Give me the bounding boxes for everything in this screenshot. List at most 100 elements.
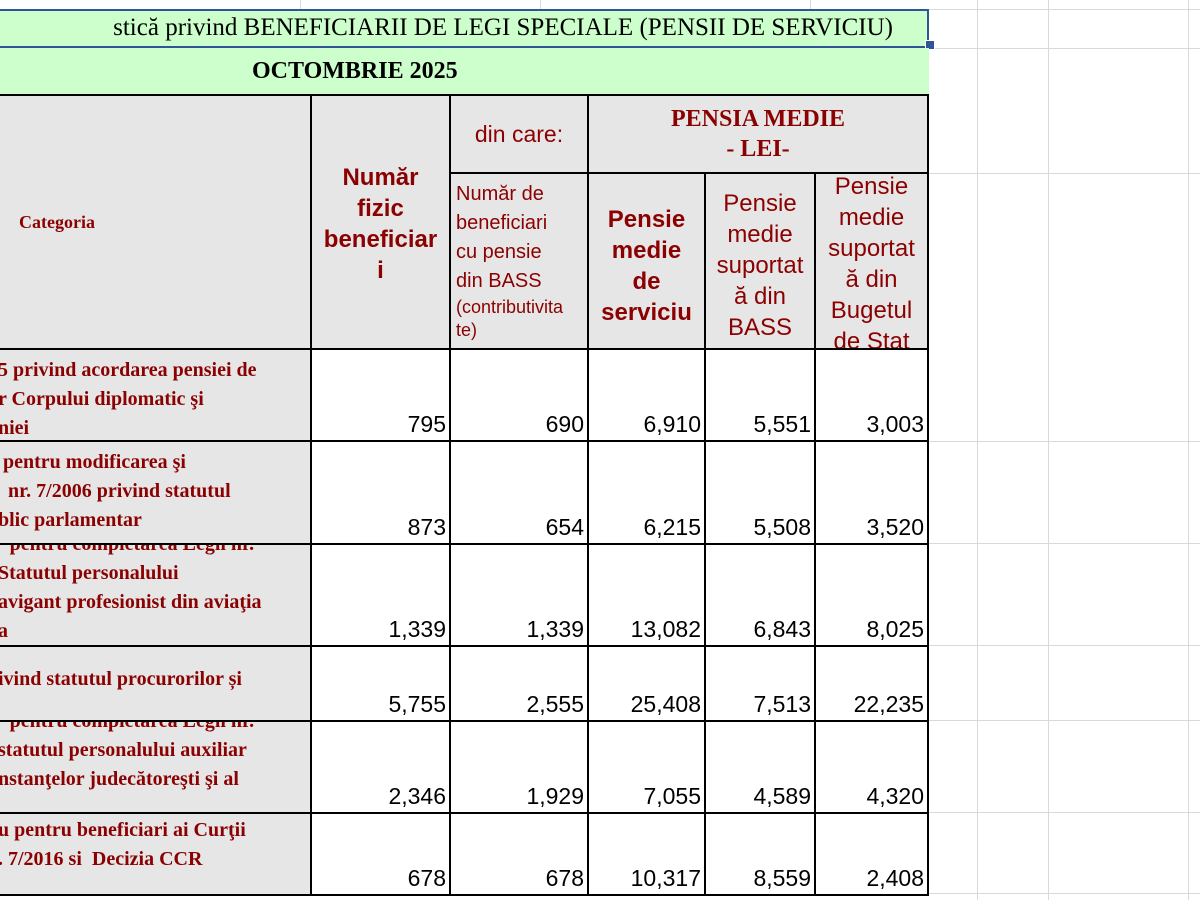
header-avg-state[interactable]: Pensie medie suportat ă din Bugetul de S… [814,172,929,350]
bass-cell[interactable]: 654 [449,440,589,545]
avg-bass-cell[interactable]: 5,508 [704,440,816,545]
category-text: statutul personalului auxiliar nstanţelo… [0,739,247,790]
beneficiaries-cell[interactable]: 873 [310,440,451,545]
bass-value: 654 [545,514,584,540]
gridline [810,0,811,9]
category-cell[interactable]: ivind statutul procurorilor și [0,645,312,722]
gridline [928,173,1200,174]
avg-bass-cell[interactable]: 5,551 [704,348,816,442]
gridline [928,645,1200,646]
header-bass-note: (contributivita te) [456,297,564,340]
avg-bass-value: 4,589 [753,783,811,809]
gridline [928,720,1200,721]
header-beneficiaries-label: Număr fizic beneficiar i [323,164,438,284]
beneficiaries-cell[interactable]: 2,346 [310,720,451,814]
avg-bass-cell[interactable]: 7,513 [704,645,816,722]
header-avg-bass-label: Pensie medie suportat ă din BASS [716,189,804,341]
avg-bass-value: 6,843 [753,616,811,642]
bass-cell[interactable]: 1,339 [449,543,589,647]
avg-service-value: 6,910 [643,411,701,437]
avg-state-cell[interactable]: 8,025 [814,543,929,647]
category-cell[interactable]: pentru modificarea şi nr. 7/2006 privind… [0,440,312,545]
avg-service-cell[interactable]: 25,408 [587,645,706,722]
avg-state-value: 22,235 [853,691,924,717]
beneficiaries-value: 1,339 [388,616,446,642]
header-category[interactable]: Categoria [0,94,312,350]
gridline [540,0,541,9]
period-cell[interactable]: OCTOMBRIE 2025 [0,48,929,95]
avg-state-cell[interactable]: 3,003 [814,348,929,442]
avg-service-cell[interactable]: 13,082 [587,543,706,647]
category-cell[interactable]: u pentru beneficiari ai Curţii . 7/2016 … [0,812,312,896]
gridline [928,48,1200,49]
category-text-clipped: · pentru completarea Legii nr. [0,720,255,732]
sheet-title: stică privind BENEFICIARII DE LEGI SPECI… [113,14,893,41]
header-of-which-label: din care: [474,120,564,147]
gridline [928,812,1200,813]
gridline [1188,0,1189,900]
avg-state-cell[interactable]: 3,520 [814,440,929,545]
header-of-which[interactable]: din care: [449,94,589,174]
category-text: 5 privind acordarea pensiei de r Corpulu… [0,359,257,439]
category-cell[interactable]: · pentru completarea Legii nr. statutul p… [0,720,312,814]
avg-service-value: 6,215 [643,514,701,540]
avg-state-value: 3,520 [866,514,924,540]
category-text-clipped: · pentru completarea Legii nr. [0,543,255,555]
bass-cell[interactable]: 678 [449,812,589,896]
avg-bass-value: 7,513 [753,691,811,717]
avg-service-cell[interactable]: 7,055 [587,720,706,814]
beneficiaries-value: 795 [407,411,446,437]
category-cell[interactable]: 5 privind acordarea pensiei de r Corpulu… [0,348,312,442]
avg-bass-cell[interactable]: 6,843 [704,543,816,647]
bass-value: 678 [545,865,584,891]
gridline [928,543,1200,544]
avg-bass-cell[interactable]: 8,559 [704,812,816,896]
header-avg-bass[interactable]: Pensie medie suportat ă din BASS [704,172,816,350]
avg-state-value: 4,320 [866,783,924,809]
selected-title-cell[interactable]: stică privind BENEFICIARII DE LEGI SPECI… [0,9,929,48]
header-avg-state-label: Pensie medie suportat ă din Bugetul de S… [828,173,915,350]
bass-cell[interactable]: 1,929 [449,720,589,814]
category-text: u pentru beneficiari ai Curţii . 7/2016 … [0,819,246,870]
period-label: OCTOMBRIE 2025 [252,58,458,84]
avg-state-value: 3,003 [866,411,924,437]
avg-state-cell[interactable]: 2,408 [814,812,929,896]
category-text: Statutul personalului avigant profesioni… [0,562,262,642]
beneficiaries-cell[interactable]: 1,339 [310,543,451,647]
category-text: ivind statutul procurorilor și [0,668,242,690]
header-bass-beneficiaries-label: Număr de beneficiari cu pensie din BASS [456,183,548,292]
bass-value: 2,555 [526,691,584,717]
gridline [928,441,1200,442]
gridline [977,0,978,900]
avg-state-cell[interactable]: 4,320 [814,720,929,814]
header-avg-service[interactable]: Pensie medie de serviciu [587,172,706,350]
header-avg-pension-group[interactable]: PENSIA MEDIE - LEI- [587,94,929,174]
header-category-label: Categoria [19,212,95,232]
avg-service-cell[interactable]: 6,215 [587,440,706,545]
avg-bass-cell[interactable]: 4,589 [704,720,816,814]
avg-service-value: 7,055 [643,783,701,809]
bass-value: 690 [545,411,584,437]
avg-service-cell[interactable]: 6,910 [587,348,706,442]
category-text: pentru modificarea şi nr. 7/2006 privind… [0,451,231,531]
bass-value: 1,339 [526,616,584,642]
beneficiaries-cell[interactable]: 5,755 [310,645,451,722]
avg-state-value: 8,025 [866,616,924,642]
avg-service-value: 13,082 [630,616,701,642]
bass-cell[interactable]: 2,555 [449,645,589,722]
avg-bass-value: 5,551 [753,411,811,437]
header-avg-pension-group-label: PENSIA MEDIE - LEI- [670,106,846,162]
beneficiaries-value: 678 [407,865,446,891]
beneficiaries-cell[interactable]: 795 [310,348,451,442]
gridline [928,893,1200,894]
beneficiaries-value: 2,346 [388,783,446,809]
header-bass-beneficiaries[interactable]: Număr de beneficiari cu pensie din BASS … [449,172,589,350]
header-beneficiaries[interactable]: Număr fizic beneficiar i [310,94,451,350]
category-cell[interactable]: · pentru completarea Legii nr. Statutul p… [0,543,312,647]
bass-cell[interactable]: 690 [449,348,589,442]
fill-handle[interactable] [925,40,935,50]
header-avg-service-label: Pensie medie de serviciu [601,206,692,326]
beneficiaries-cell[interactable]: 678 [310,812,451,896]
avg-state-cell[interactable]: 22,235 [814,645,929,722]
avg-service-cell[interactable]: 10,317 [587,812,706,896]
